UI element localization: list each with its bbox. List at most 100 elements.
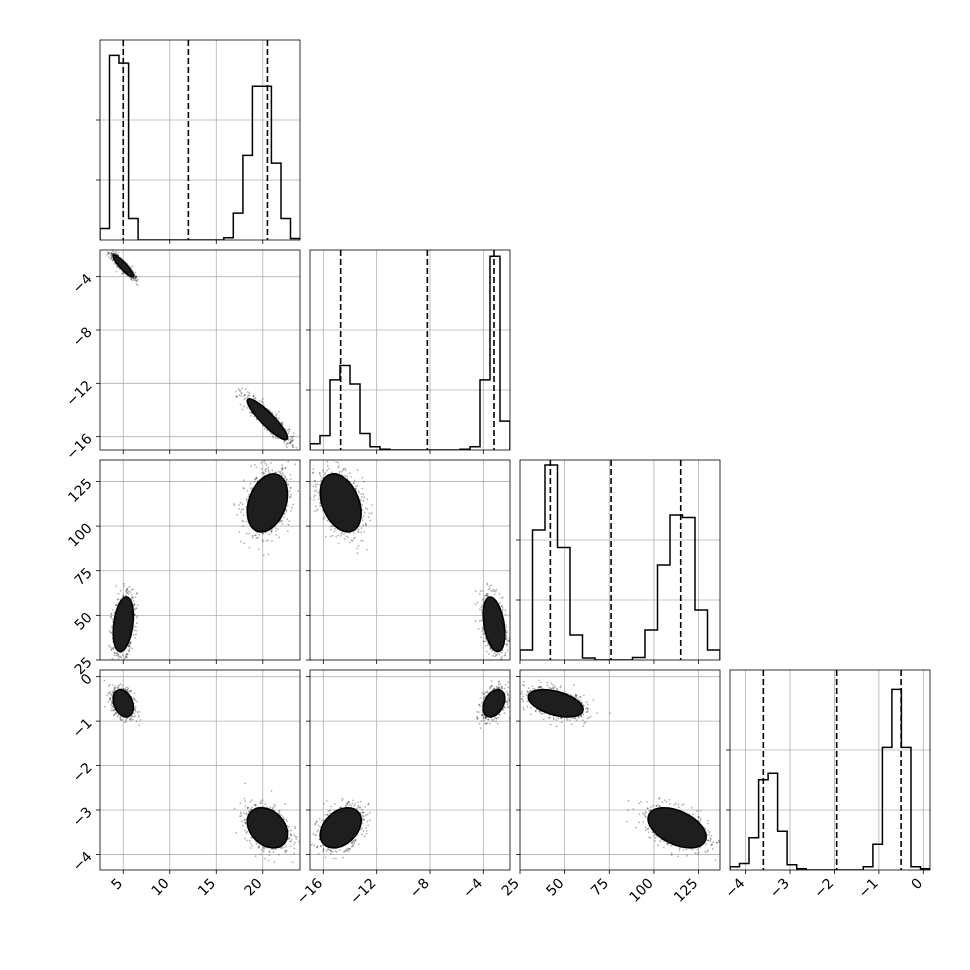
sample-point xyxy=(488,653,490,655)
sample-point xyxy=(288,442,290,445)
sample-point xyxy=(113,611,116,614)
sample-point xyxy=(125,686,128,689)
sample-point xyxy=(233,504,236,507)
sample-point xyxy=(235,396,238,398)
sample-point xyxy=(243,542,245,545)
sample-point xyxy=(107,701,109,703)
sample-point xyxy=(314,483,317,486)
sample-point xyxy=(288,428,291,431)
sample-point xyxy=(326,465,329,468)
sample-point xyxy=(289,486,292,489)
sample-point xyxy=(132,634,135,636)
sample-point xyxy=(109,691,112,693)
sample-point xyxy=(109,646,112,648)
sample-point xyxy=(499,602,501,604)
sample-point xyxy=(256,477,258,480)
sample-point xyxy=(112,689,115,692)
sample-point xyxy=(129,642,132,645)
sample-point xyxy=(342,468,345,470)
sample-point xyxy=(110,700,113,702)
sample-point xyxy=(501,596,504,599)
contour-1-0 xyxy=(246,473,289,533)
sample-point xyxy=(110,693,113,696)
sample-point xyxy=(119,589,122,592)
sample-point xyxy=(284,467,287,470)
sample-point xyxy=(133,614,136,617)
sample-point xyxy=(117,714,120,717)
sample-point xyxy=(136,279,138,282)
sample-point xyxy=(275,534,278,536)
sample-point xyxy=(134,625,137,628)
sample-point xyxy=(326,460,329,463)
sample-point xyxy=(297,490,299,492)
sample-point xyxy=(134,699,136,702)
sample-point xyxy=(362,515,365,517)
sample-point xyxy=(294,463,296,466)
sample-point xyxy=(316,456,318,458)
sample-point xyxy=(353,479,356,482)
sample-point xyxy=(267,469,270,472)
sample-point xyxy=(342,469,345,471)
sample-point xyxy=(354,487,357,490)
sample-point xyxy=(482,628,484,631)
sample-point xyxy=(290,510,292,512)
sample-point xyxy=(124,688,127,691)
sample-point xyxy=(320,479,322,482)
sample-point xyxy=(352,537,355,540)
sample-point xyxy=(277,528,279,530)
sample-point xyxy=(119,716,122,719)
sample-point xyxy=(291,439,294,441)
sample-point xyxy=(135,720,138,723)
sample-point xyxy=(334,528,336,530)
sample-point xyxy=(498,592,501,595)
sample-point xyxy=(117,655,120,657)
sample-point xyxy=(113,262,116,265)
sample-point xyxy=(124,665,126,667)
sample-point xyxy=(134,277,137,279)
sample-point xyxy=(281,523,284,525)
sample-point xyxy=(497,662,499,664)
sample-point xyxy=(125,653,127,656)
sample-point xyxy=(265,464,268,466)
sample-point xyxy=(125,590,128,592)
sample-point xyxy=(117,266,119,269)
sample-point xyxy=(489,648,492,650)
sample-point xyxy=(313,441,315,443)
sample-point xyxy=(322,469,324,472)
sample-point xyxy=(110,704,112,706)
sample-point xyxy=(317,498,320,501)
sample-point xyxy=(116,652,118,655)
sample-point xyxy=(292,435,295,438)
sample-point xyxy=(128,590,130,593)
sample-point xyxy=(501,656,503,658)
sample-point xyxy=(133,279,136,281)
sample-point xyxy=(485,640,487,642)
sample-point xyxy=(265,540,267,542)
sample-point xyxy=(262,401,264,404)
sample-point xyxy=(265,468,268,470)
sample-point xyxy=(500,657,502,660)
sample-point xyxy=(324,536,327,538)
sample-point xyxy=(117,654,119,656)
sample-point xyxy=(133,716,136,718)
sample-point xyxy=(331,471,333,474)
sample-point xyxy=(319,504,321,507)
sample-point xyxy=(129,645,131,648)
sample-point xyxy=(498,653,501,655)
sample-point xyxy=(127,644,130,647)
sample-point xyxy=(130,588,133,591)
sample-point xyxy=(109,699,111,701)
sample-point xyxy=(361,487,364,490)
sample-point xyxy=(486,594,489,597)
sample-point xyxy=(109,697,112,700)
sample-point xyxy=(330,528,332,531)
sample-point xyxy=(312,468,315,470)
sample-point xyxy=(286,530,289,533)
sample-point xyxy=(270,462,272,464)
sample-point xyxy=(110,615,112,618)
sample-point xyxy=(504,623,507,626)
sample-point xyxy=(482,598,484,601)
sample-point xyxy=(281,466,284,469)
sample-point xyxy=(493,589,496,592)
sample-point xyxy=(361,540,364,542)
